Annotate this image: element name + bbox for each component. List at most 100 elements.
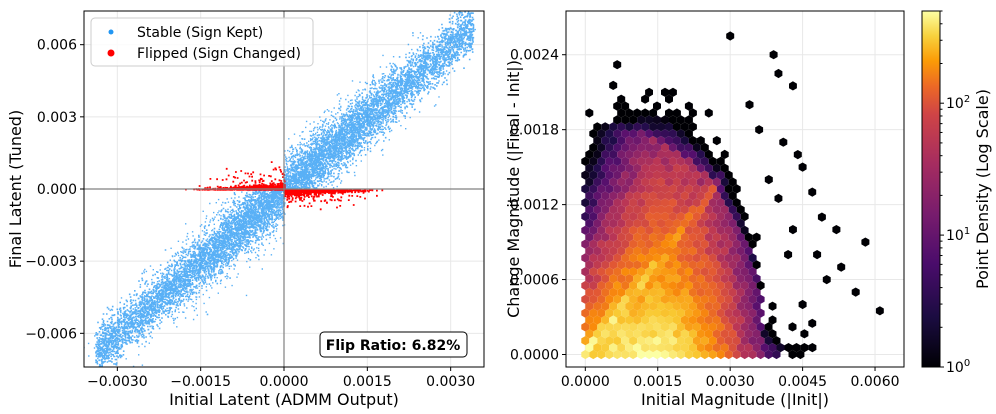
hexbin-cell (736, 315, 745, 325)
hexbin-cell (585, 301, 594, 311)
hexbin-cell (669, 280, 677, 291)
right-x-tick-label: 0.0030 (706, 374, 755, 390)
hexbin-cell (609, 205, 618, 215)
hexbin-cell (625, 205, 634, 215)
hexbin-cell (593, 177, 602, 187)
hexbin-cell (748, 336, 757, 346)
hexbin-cell (581, 211, 590, 222)
hexbin-cell (756, 280, 765, 291)
hexbin-cell (633, 163, 642, 173)
hexbin-cell (712, 343, 721, 353)
hexbin-cell (625, 301, 634, 311)
hexbin-cell (649, 136, 657, 146)
hexbin-cell (657, 232, 665, 242)
hexbin-cell (744, 343, 753, 353)
hexbin-cell (665, 301, 673, 311)
hexbin-cell (601, 205, 610, 215)
hexbin-cell (645, 156, 653, 166)
hexbin-cell (613, 129, 622, 139)
right-x-tick-label: 0.0045 (778, 374, 827, 390)
hexbin-cell (633, 218, 642, 228)
hexbin-cell (724, 184, 733, 194)
hexbin-cell (617, 163, 626, 173)
hexbin-cell (688, 315, 697, 325)
hexbin-cell (597, 156, 606, 166)
hexbin-cell (657, 329, 665, 339)
hexbin-cell (744, 329, 753, 339)
flip-ratio-text: Flip Ratio: 6.82% (326, 338, 460, 354)
hexbin-cell (688, 260, 697, 270)
hexbin-cell (633, 122, 642, 132)
hexbin-cell (585, 329, 594, 339)
hexbin-outlier-cell (851, 287, 860, 297)
left-x-tick-label: −0.0015 (170, 374, 231, 390)
hexbin-cell (756, 322, 765, 332)
hexbin-cell (653, 267, 661, 277)
hexbin-cell (589, 142, 598, 153)
hexbin-cell (645, 322, 653, 332)
hexbin-cell (712, 163, 721, 173)
hexbin-cell (692, 280, 701, 291)
hexbin-cell (724, 294, 733, 304)
hexbin-cell (673, 191, 681, 201)
hexbin-cell (752, 343, 761, 353)
hexbin-outlier-cell (817, 212, 826, 222)
hexbin-cell (720, 287, 729, 297)
hexbin-cell (601, 149, 610, 159)
hexbin-cell (645, 198, 653, 208)
hexbin-cell (633, 246, 642, 256)
hexbin-cell (621, 225, 630, 235)
hexbin-cell (720, 191, 729, 201)
hexbin-cell (657, 343, 665, 353)
hexbin-cell (684, 156, 693, 166)
left-reference-lines (84, 11, 484, 367)
hexbin-cell (680, 191, 689, 201)
hexbin-cell (712, 260, 721, 270)
hexbin-cell (633, 191, 642, 201)
hexbin-cell (629, 267, 638, 277)
hexbin-cell (732, 349, 741, 360)
hexbin-cell (597, 267, 606, 277)
hexbin-cell (593, 163, 602, 173)
hexbin-cell (724, 225, 733, 235)
hexbin-cell (613, 294, 622, 304)
hexbin-cell (633, 149, 642, 159)
legend: Stable (Sign Kept) Flipped (Sign Changed… (90, 17, 314, 67)
hexbin-cell (740, 294, 749, 304)
hexbin-cell (712, 315, 721, 325)
hexbin-cell (605, 267, 614, 277)
hexbin-cell (708, 322, 717, 332)
hexbin-cell (641, 301, 650, 311)
hexbin-cell (637, 308, 646, 318)
left-x-axis-label: Initial Latent (ADMM Output) (169, 390, 399, 409)
hexbin-cell (676, 308, 685, 318)
hexbin-cell (625, 232, 634, 242)
hexbin-cell (700, 198, 709, 208)
hexbin-cell (700, 308, 709, 318)
hexbin-cell (601, 122, 610, 132)
hexbin-cell (645, 142, 653, 153)
hexbin-outlier-cell (822, 275, 831, 285)
hexbin-cell (673, 177, 681, 187)
hexbin-cell (740, 280, 749, 291)
hexbin-cell (708, 211, 717, 222)
hexbin-cell (629, 115, 638, 125)
hexbin-cell (609, 177, 618, 187)
hexbin-cell (613, 170, 622, 180)
colorbar-tick-label: 102 (946, 94, 970, 112)
hexbin-cell (712, 329, 721, 339)
hexbin-cell (704, 287, 713, 297)
hexbin-cell (716, 198, 725, 208)
hexbin-cell (601, 191, 610, 201)
hexbin-cell (585, 108, 594, 118)
hexbin-cell (784, 343, 793, 353)
hexbin-cell (673, 232, 681, 242)
hexbin-cell (617, 177, 626, 187)
hexbin-cell (621, 267, 630, 277)
hexbin-cell (657, 274, 665, 284)
legend-label-flipped: Flipped (Sign Changed) (137, 46, 301, 62)
hexbin-cell (720, 149, 729, 159)
hexbin-cell (692, 308, 701, 318)
hexbin-cell (704, 191, 713, 201)
hexbin-cell (772, 349, 781, 360)
